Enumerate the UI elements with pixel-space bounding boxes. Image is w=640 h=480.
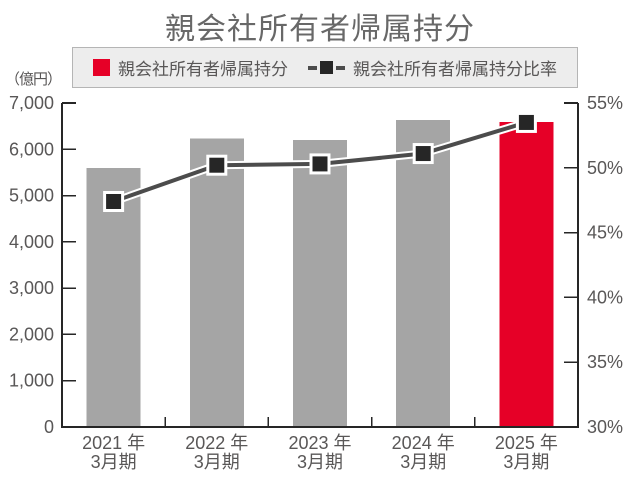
x-axis-category-label: 2024 年 [392, 433, 455, 453]
x-axis-category-label: 2022 年 [185, 433, 248, 453]
x-axis-category-label: 3月期 [91, 452, 137, 472]
bar-2022 [189, 138, 244, 427]
left-axis-tick-label: 1,000 [9, 371, 54, 391]
bar-2024 [396, 120, 451, 427]
bar-2025 [499, 121, 554, 427]
x-axis-category-label: 2025 年 [495, 433, 558, 453]
legend-line-dash-left [308, 65, 317, 70]
line-marker-2022 [209, 157, 225, 173]
legend-line-marker-icon [308, 61, 345, 74]
line-marker-2021 [106, 193, 122, 209]
right-axis-tick-label: 35% [587, 352, 623, 372]
x-axis-category-label: 3月期 [194, 452, 240, 472]
legend-line-square-marker [320, 61, 333, 74]
left-axis-tick-label: 3,000 [9, 278, 54, 298]
left-axis-tick-label: 2,000 [9, 324, 54, 344]
left-axis-tick-label: 0 [44, 417, 54, 437]
legend: 親会社所有者帰属持分 親会社所有者帰属持分比率 [72, 47, 578, 88]
left-axis-tick-label: 6,000 [9, 139, 54, 159]
right-axis-tick-label: 50% [587, 158, 623, 178]
right-axis-tick-label: 30% [587, 417, 623, 437]
chart-title: 親会社所有者帰属持分 [165, 13, 475, 46]
line-marker-2023 [312, 156, 328, 172]
x-axis-category-label: 2023 年 [288, 433, 351, 453]
right-axis-tick-label: 45% [587, 223, 623, 243]
right-axis-tick-label: 55% [587, 93, 623, 113]
line-marker-2024 [415, 146, 431, 162]
right-axis-tick-label: 40% [587, 287, 623, 307]
legend-bar-swatch [93, 59, 110, 76]
left-axis-tick-label: 7,000 [9, 93, 54, 113]
line-marker-2025 [518, 114, 534, 130]
left-axis-unit-label: （億円） [5, 71, 62, 88]
legend-bar-label: 親会社所有者帰属持分 [118, 60, 288, 79]
x-axis-category-label: 3月期 [503, 452, 549, 472]
left-axis-tick-label: 5,000 [9, 186, 54, 206]
legend-line-label: 親会社所有者帰属持分比率 [353, 60, 557, 79]
legend-line-dash-right [336, 65, 345, 70]
x-axis-category-label: 3月期 [400, 452, 446, 472]
x-axis-category-label: 3月期 [297, 452, 343, 472]
x-axis-category-label: 2021 年 [82, 433, 145, 453]
bar-2023 [293, 140, 347, 427]
left-axis-tick-label: 4,000 [9, 232, 54, 252]
